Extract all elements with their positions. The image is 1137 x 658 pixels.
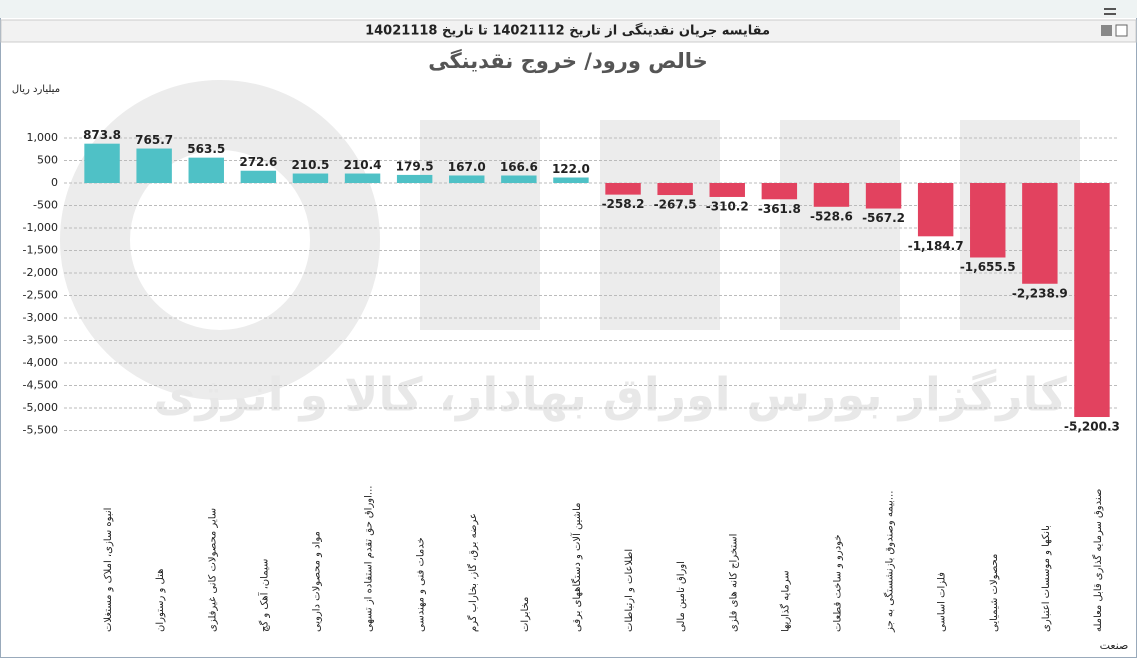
x-tick-label: ماشین آلات و دستگاههای برقی xyxy=(570,503,583,632)
value-label: 765.7 xyxy=(135,133,173,147)
y-tick-label: -5,500 xyxy=(23,424,58,437)
bar xyxy=(292,173,329,183)
y-tick-label: -3,500 xyxy=(23,334,58,347)
bar xyxy=(1022,183,1058,284)
x-tick-label: عرضه برق، گاز، بخاراب گرم xyxy=(467,513,479,632)
x-tick-label: مخابرات xyxy=(520,597,531,632)
x-tick-label: خودرو و ساخت قطعات xyxy=(832,534,843,632)
bar xyxy=(449,175,485,183)
y-axis-label: میلیارد ریال xyxy=(12,84,60,95)
bar xyxy=(761,183,798,200)
minimize-icon[interactable] xyxy=(1104,8,1116,10)
bar xyxy=(136,148,172,183)
value-label: -2,238.9 xyxy=(1012,286,1068,300)
y-tick-label: -4,000 xyxy=(23,356,58,369)
bar xyxy=(553,177,589,183)
export-icon[interactable] xyxy=(1115,24,1128,37)
x-tick-label: هتل و رستوران xyxy=(155,569,166,632)
bar xyxy=(396,174,433,183)
y-tick-label: -2,500 xyxy=(23,289,58,302)
x-tick-label: خدمات فنی و مهندسی xyxy=(416,537,427,632)
value-label: 167.0 xyxy=(448,160,486,174)
value-label: -5,200.3 xyxy=(1064,420,1120,434)
y-tick-label: -2,000 xyxy=(23,266,58,279)
bar xyxy=(865,183,902,209)
window-title: مقایسه جریان نقدینگی از تاریخ 14021112 ت… xyxy=(365,23,770,39)
bar xyxy=(605,183,641,195)
value-label: -567.2 xyxy=(862,211,905,225)
x-axis-label: صنعت xyxy=(1100,639,1129,652)
y-tick-label: 0 xyxy=(51,176,58,189)
bar xyxy=(917,183,954,237)
title-bar xyxy=(0,19,1137,43)
x-tick-label: انبوه سازی، املاک و مستغلات xyxy=(103,508,114,632)
y-tick-label: -3,000 xyxy=(23,311,58,324)
x-tick-label: صندوق سرمایه گذاری قابل معامله xyxy=(1092,489,1104,632)
top-strip xyxy=(0,0,1137,18)
value-label: -1,655.5 xyxy=(960,260,1016,274)
value-label: -258.2 xyxy=(602,197,645,211)
x-tick-label: سیمان، آهک و گچ xyxy=(257,559,270,632)
x-tick-label: بیمه وصندوق بازنشستگی به جز... xyxy=(884,491,896,633)
x-tick-label: فلزات اساسی xyxy=(937,572,948,632)
value-label: -310.2 xyxy=(706,199,749,213)
bar xyxy=(84,143,120,183)
x-tick-label: مواد و محصولات دارویی xyxy=(311,531,322,632)
x-tick-label: محصولات شیمیایی xyxy=(989,554,1000,632)
x-tick-label: اطلاعات و ارتباطات xyxy=(624,549,635,632)
bar xyxy=(188,157,224,183)
bar xyxy=(240,170,277,183)
watermark-text: کارگزار بورس اوراق بهادار، کالا و انرژی xyxy=(153,368,1067,422)
value-label: -267.5 xyxy=(654,198,697,212)
value-label: 873.8 xyxy=(83,128,121,142)
value-label: 122.0 xyxy=(552,162,590,176)
x-tick-label: بانکها و موسسات اعتباری xyxy=(1041,525,1052,632)
y-tick-label: 500 xyxy=(37,154,58,167)
x-tick-label: سایر محصولات کانی غیرفلزی xyxy=(207,508,218,632)
y-tick-label: -1,500 xyxy=(23,244,58,257)
value-label: 179.5 xyxy=(396,159,434,173)
bar xyxy=(501,175,537,183)
bar xyxy=(657,183,693,196)
y-tick-label: -5,000 xyxy=(23,401,58,414)
value-label: 563.5 xyxy=(187,142,225,156)
y-tick-label: -500 xyxy=(33,199,58,212)
bar xyxy=(1074,183,1110,418)
y-tick-label: -4,500 xyxy=(23,379,58,392)
x-tick-label: استخراج کانه های فلزی xyxy=(728,534,739,632)
value-label: 210.4 xyxy=(344,158,382,172)
x-tick-label: اوراق حق تقدم استفاده از تسهی... xyxy=(364,486,375,632)
value-label: -361.8 xyxy=(758,202,801,216)
value-label: 166.6 xyxy=(500,160,538,174)
x-tick-label: سرمایه گذاریها xyxy=(779,570,791,632)
y-tick-label: 1,000 xyxy=(27,131,59,144)
bar xyxy=(813,183,850,207)
chart-title: خالص ورود/ خروج نقدینگی xyxy=(428,48,708,74)
print-icon[interactable] xyxy=(1101,25,1112,36)
minimize-icon-2[interactable] xyxy=(1104,13,1116,15)
value-label: 210.5 xyxy=(291,158,329,172)
value-label: -528.6 xyxy=(810,209,853,223)
bar xyxy=(709,183,745,197)
x-tick-label: اوراق تامین مالی xyxy=(676,561,687,632)
bar xyxy=(344,173,381,183)
y-tick-label: -1,000 xyxy=(23,221,58,234)
bar xyxy=(970,183,1006,258)
value-label: -1,184.7 xyxy=(908,239,964,253)
value-label: 272.6 xyxy=(239,155,277,169)
